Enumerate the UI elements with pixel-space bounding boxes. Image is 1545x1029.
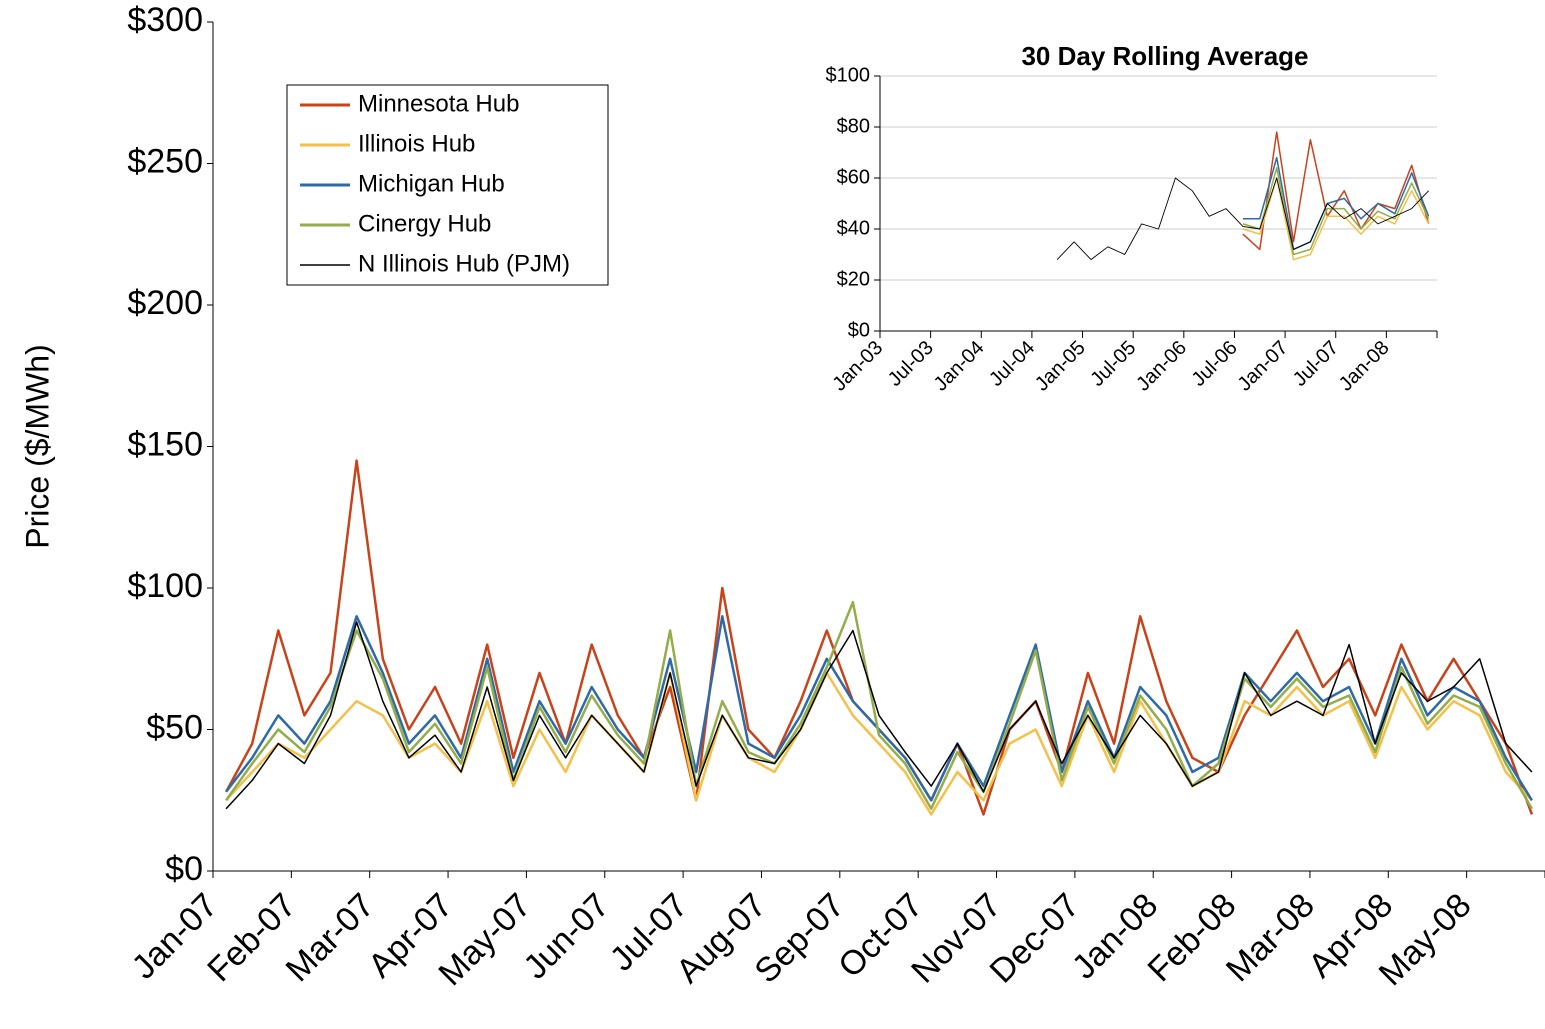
y-axis-label: Price ($/MWh) bbox=[19, 344, 55, 548]
y-tick-label: $100 bbox=[826, 64, 871, 86]
y-tick-label: $60 bbox=[837, 166, 870, 188]
y-tick-label: $80 bbox=[837, 115, 870, 137]
legend-label: Michigan Hub bbox=[358, 170, 505, 197]
y-tick-label: $50 bbox=[146, 708, 203, 746]
series-line bbox=[225, 621, 1533, 810]
legend-label: Illinois Hub bbox=[358, 130, 475, 157]
y-tick-label: $0 bbox=[165, 850, 203, 888]
series-line bbox=[1056, 177, 1429, 261]
series-line bbox=[225, 671, 1533, 816]
y-tick-label: $0 bbox=[848, 319, 870, 341]
legend-label: Minnesota Hub bbox=[358, 90, 519, 117]
y-tick-label: $300 bbox=[127, 1, 203, 39]
series-line bbox=[1242, 156, 1430, 251]
y-tick-label: $40 bbox=[837, 217, 870, 239]
series-line bbox=[1242, 131, 1430, 251]
y-tick-label: $20 bbox=[837, 268, 870, 290]
y-tick-label: $200 bbox=[127, 284, 203, 322]
series-line bbox=[225, 600, 1533, 810]
legend-label: N Illinois Hub (PJM) bbox=[358, 250, 570, 277]
chart-title: 30 Day Rolling Average bbox=[1021, 41, 1308, 71]
y-tick-label: $100 bbox=[127, 567, 203, 605]
y-tick-label: $250 bbox=[127, 142, 203, 180]
legend-label: Cinergy Hub bbox=[358, 210, 491, 237]
series-line bbox=[1242, 167, 1430, 256]
y-tick-label: $150 bbox=[127, 425, 203, 463]
